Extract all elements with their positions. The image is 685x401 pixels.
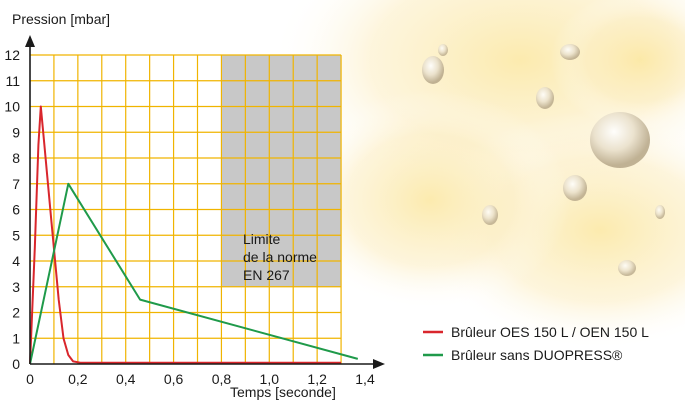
x-tick-label: 0 (26, 371, 34, 387)
limit-label-line-2: de la norme (243, 249, 317, 265)
series-line-0 (29, 105, 342, 365)
x-axis-label: Temps [seconde] (230, 384, 336, 400)
y-tick-label: 11 (5, 73, 20, 89)
legend: Brûleur OES 150 L / OEN 150 L Brûleur sa… (423, 324, 649, 363)
flower-petals (270, 0, 685, 350)
limit-label-line-1: Limite (243, 231, 281, 247)
series-lines (29, 105, 359, 365)
y-tick-label: 1 (12, 330, 20, 346)
y-tick-label: 6 (12, 202, 20, 218)
y-tick-label: 4 (12, 253, 20, 269)
y-axis-label: Pression [mbar] (12, 11, 110, 27)
y-tick-label: 9 (12, 124, 20, 140)
norm-limit-rect (221, 55, 342, 287)
y-axis-arrow (25, 35, 35, 47)
x-tick-label: 0,4 (116, 371, 136, 387)
y-tick-label: 2 (12, 305, 20, 321)
water-drops (422, 44, 665, 276)
chart-grid (30, 54, 342, 364)
series-line-1 (29, 182, 359, 365)
y-tick-label: 5 (12, 227, 20, 243)
x-axis-arrow (373, 359, 385, 369)
x-tick-label: 0,6 (164, 371, 184, 387)
chart-axes (25, 35, 385, 369)
y-tick-label: 0 (12, 356, 20, 372)
x-tick-label: 1,0 (260, 371, 280, 387)
y-tick-label: 12 (4, 47, 20, 63)
legend-label-oes: Brûleur OES 150 L / OEN 150 L (451, 324, 649, 340)
limit-label-line-3: EN 267 (243, 267, 290, 283)
norm-limit-region (221, 55, 342, 287)
y-tick-label: 8 (12, 150, 20, 166)
y-tick-label: 7 (12, 176, 20, 192)
x-tick-label: 0,8 (212, 371, 232, 387)
x-tick-label: 1,4 (355, 371, 375, 387)
legend-label-sans-duopress: Brûleur sans DUOPRESS® (451, 347, 623, 363)
x-tick-label: 1,2 (307, 371, 327, 387)
y-tick-label: 3 (12, 279, 20, 295)
x-tick-label: 0,2 (68, 371, 88, 387)
y-tick-label: 10 (4, 99, 20, 115)
